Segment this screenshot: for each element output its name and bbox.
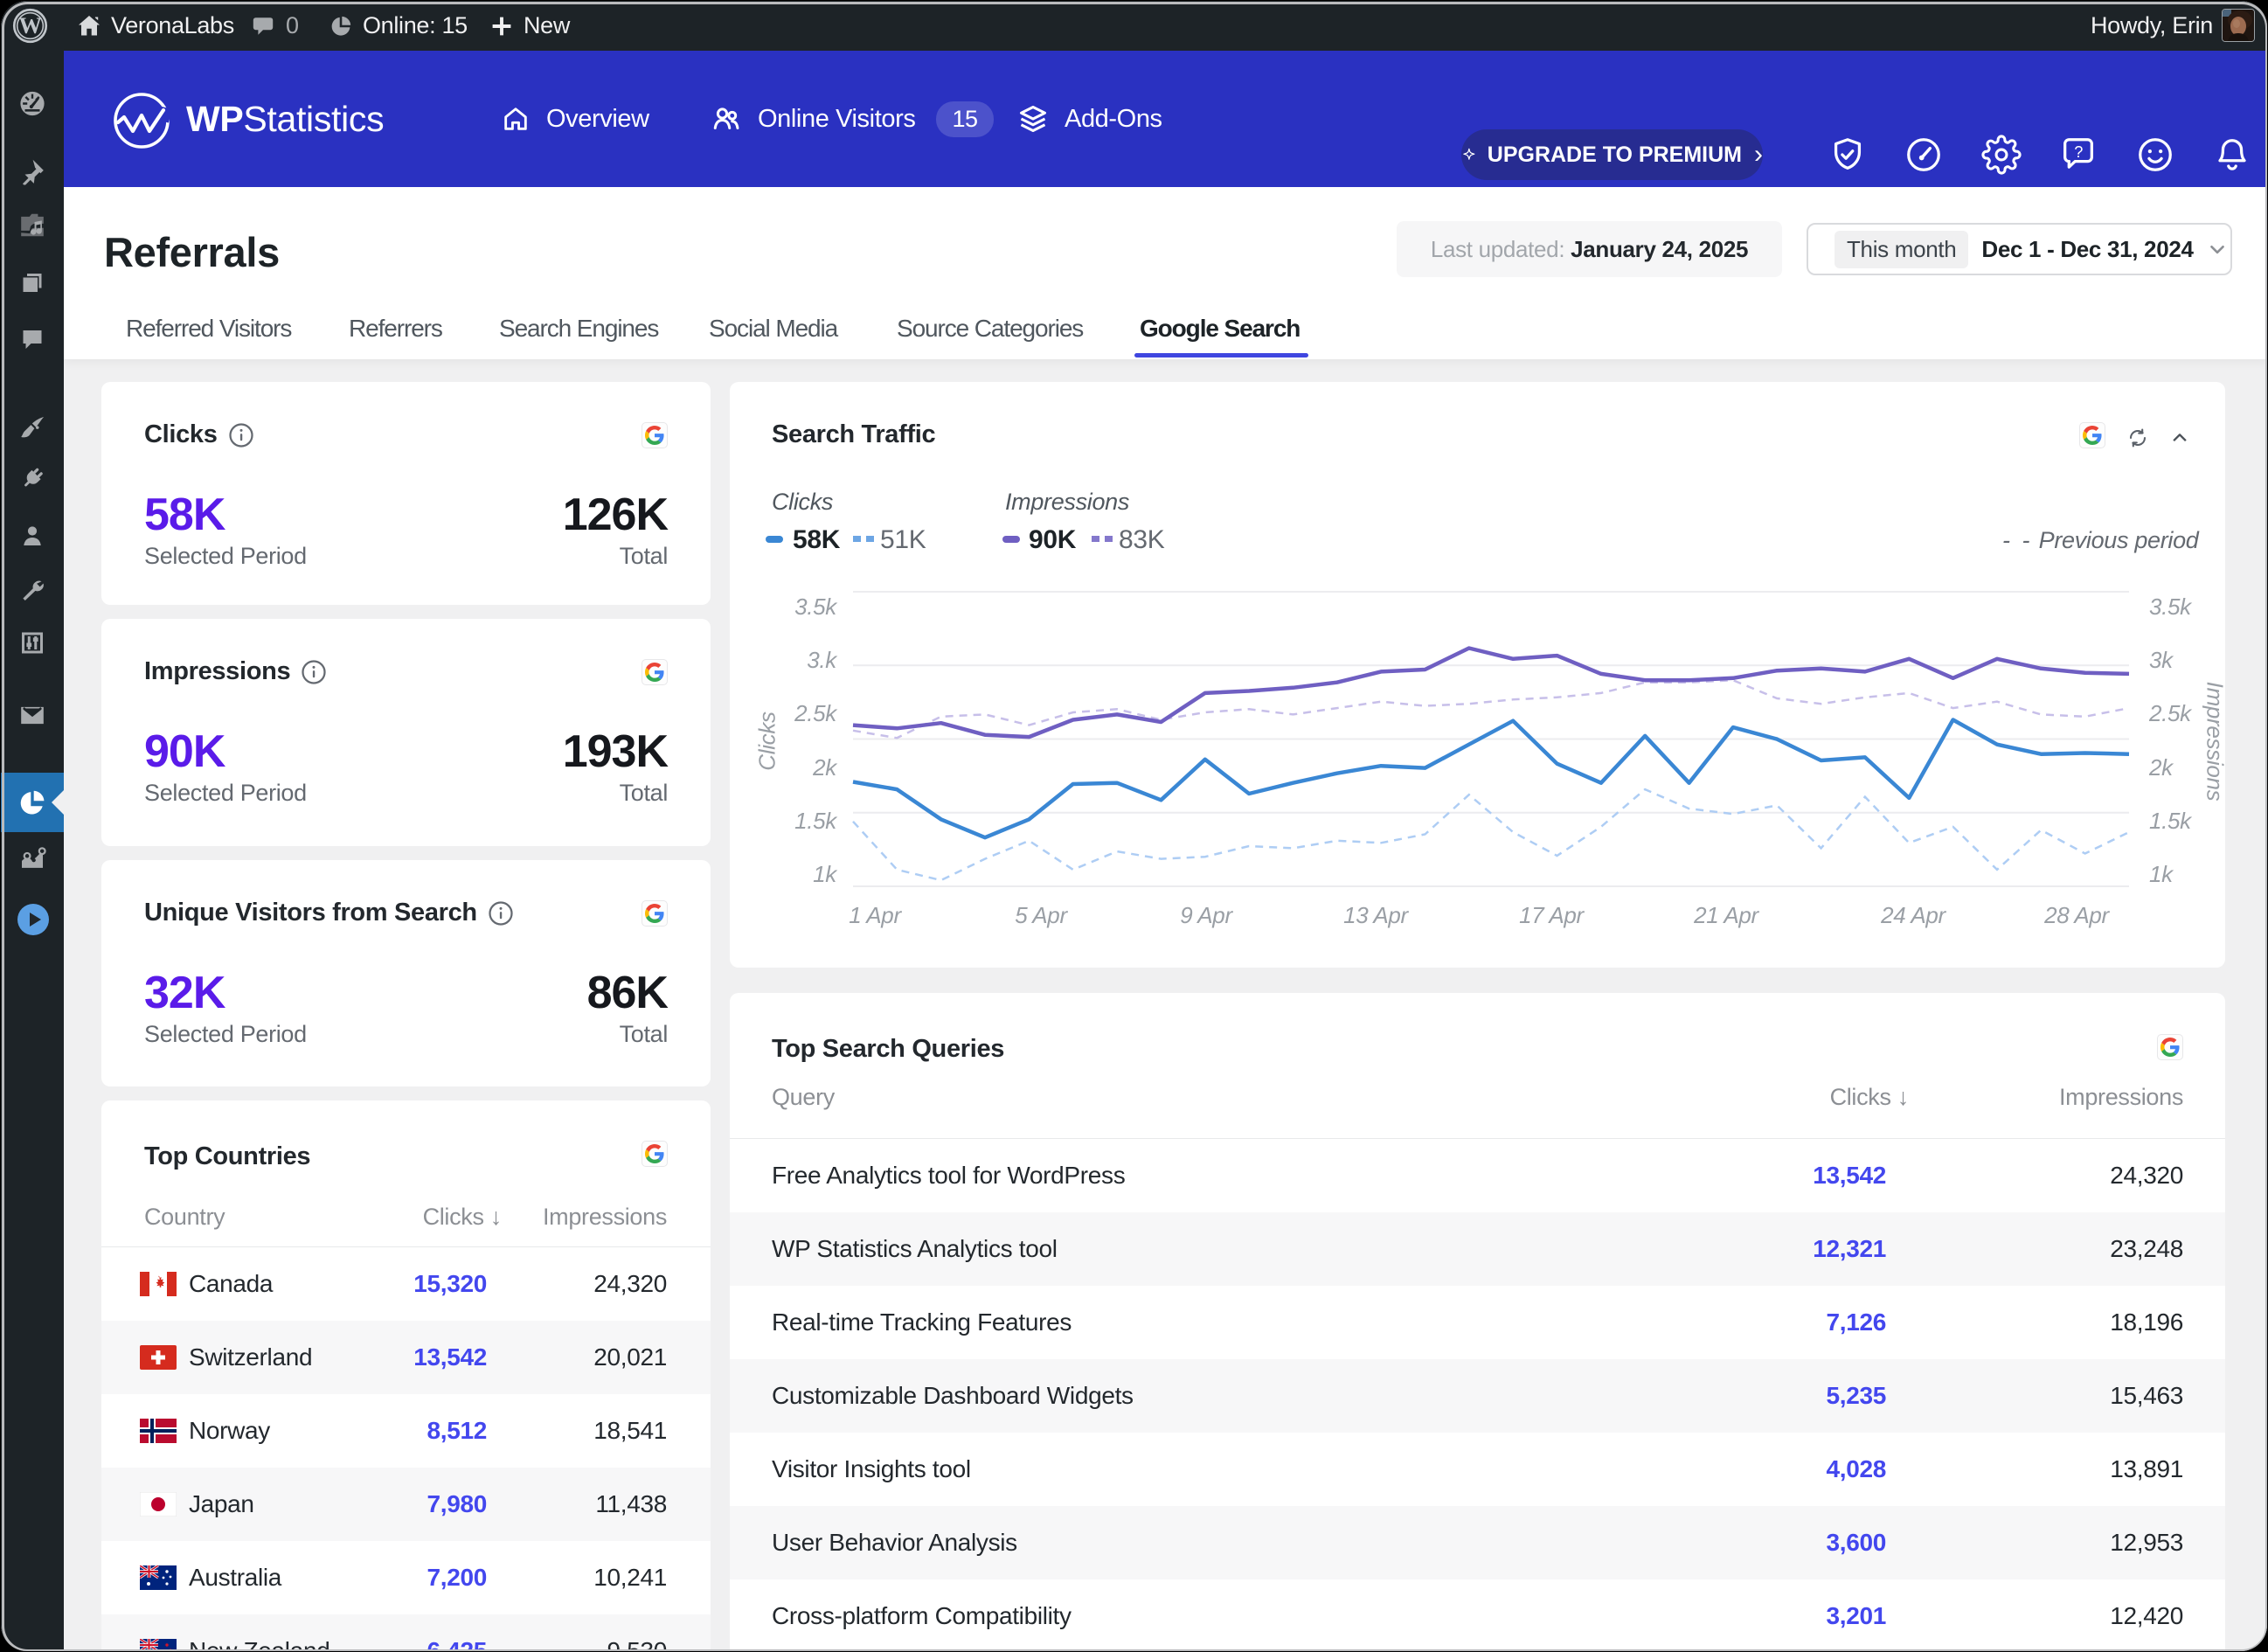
svg-text:?: ? (2074, 143, 2083, 161)
svg-text:W: W (18, 12, 42, 38)
